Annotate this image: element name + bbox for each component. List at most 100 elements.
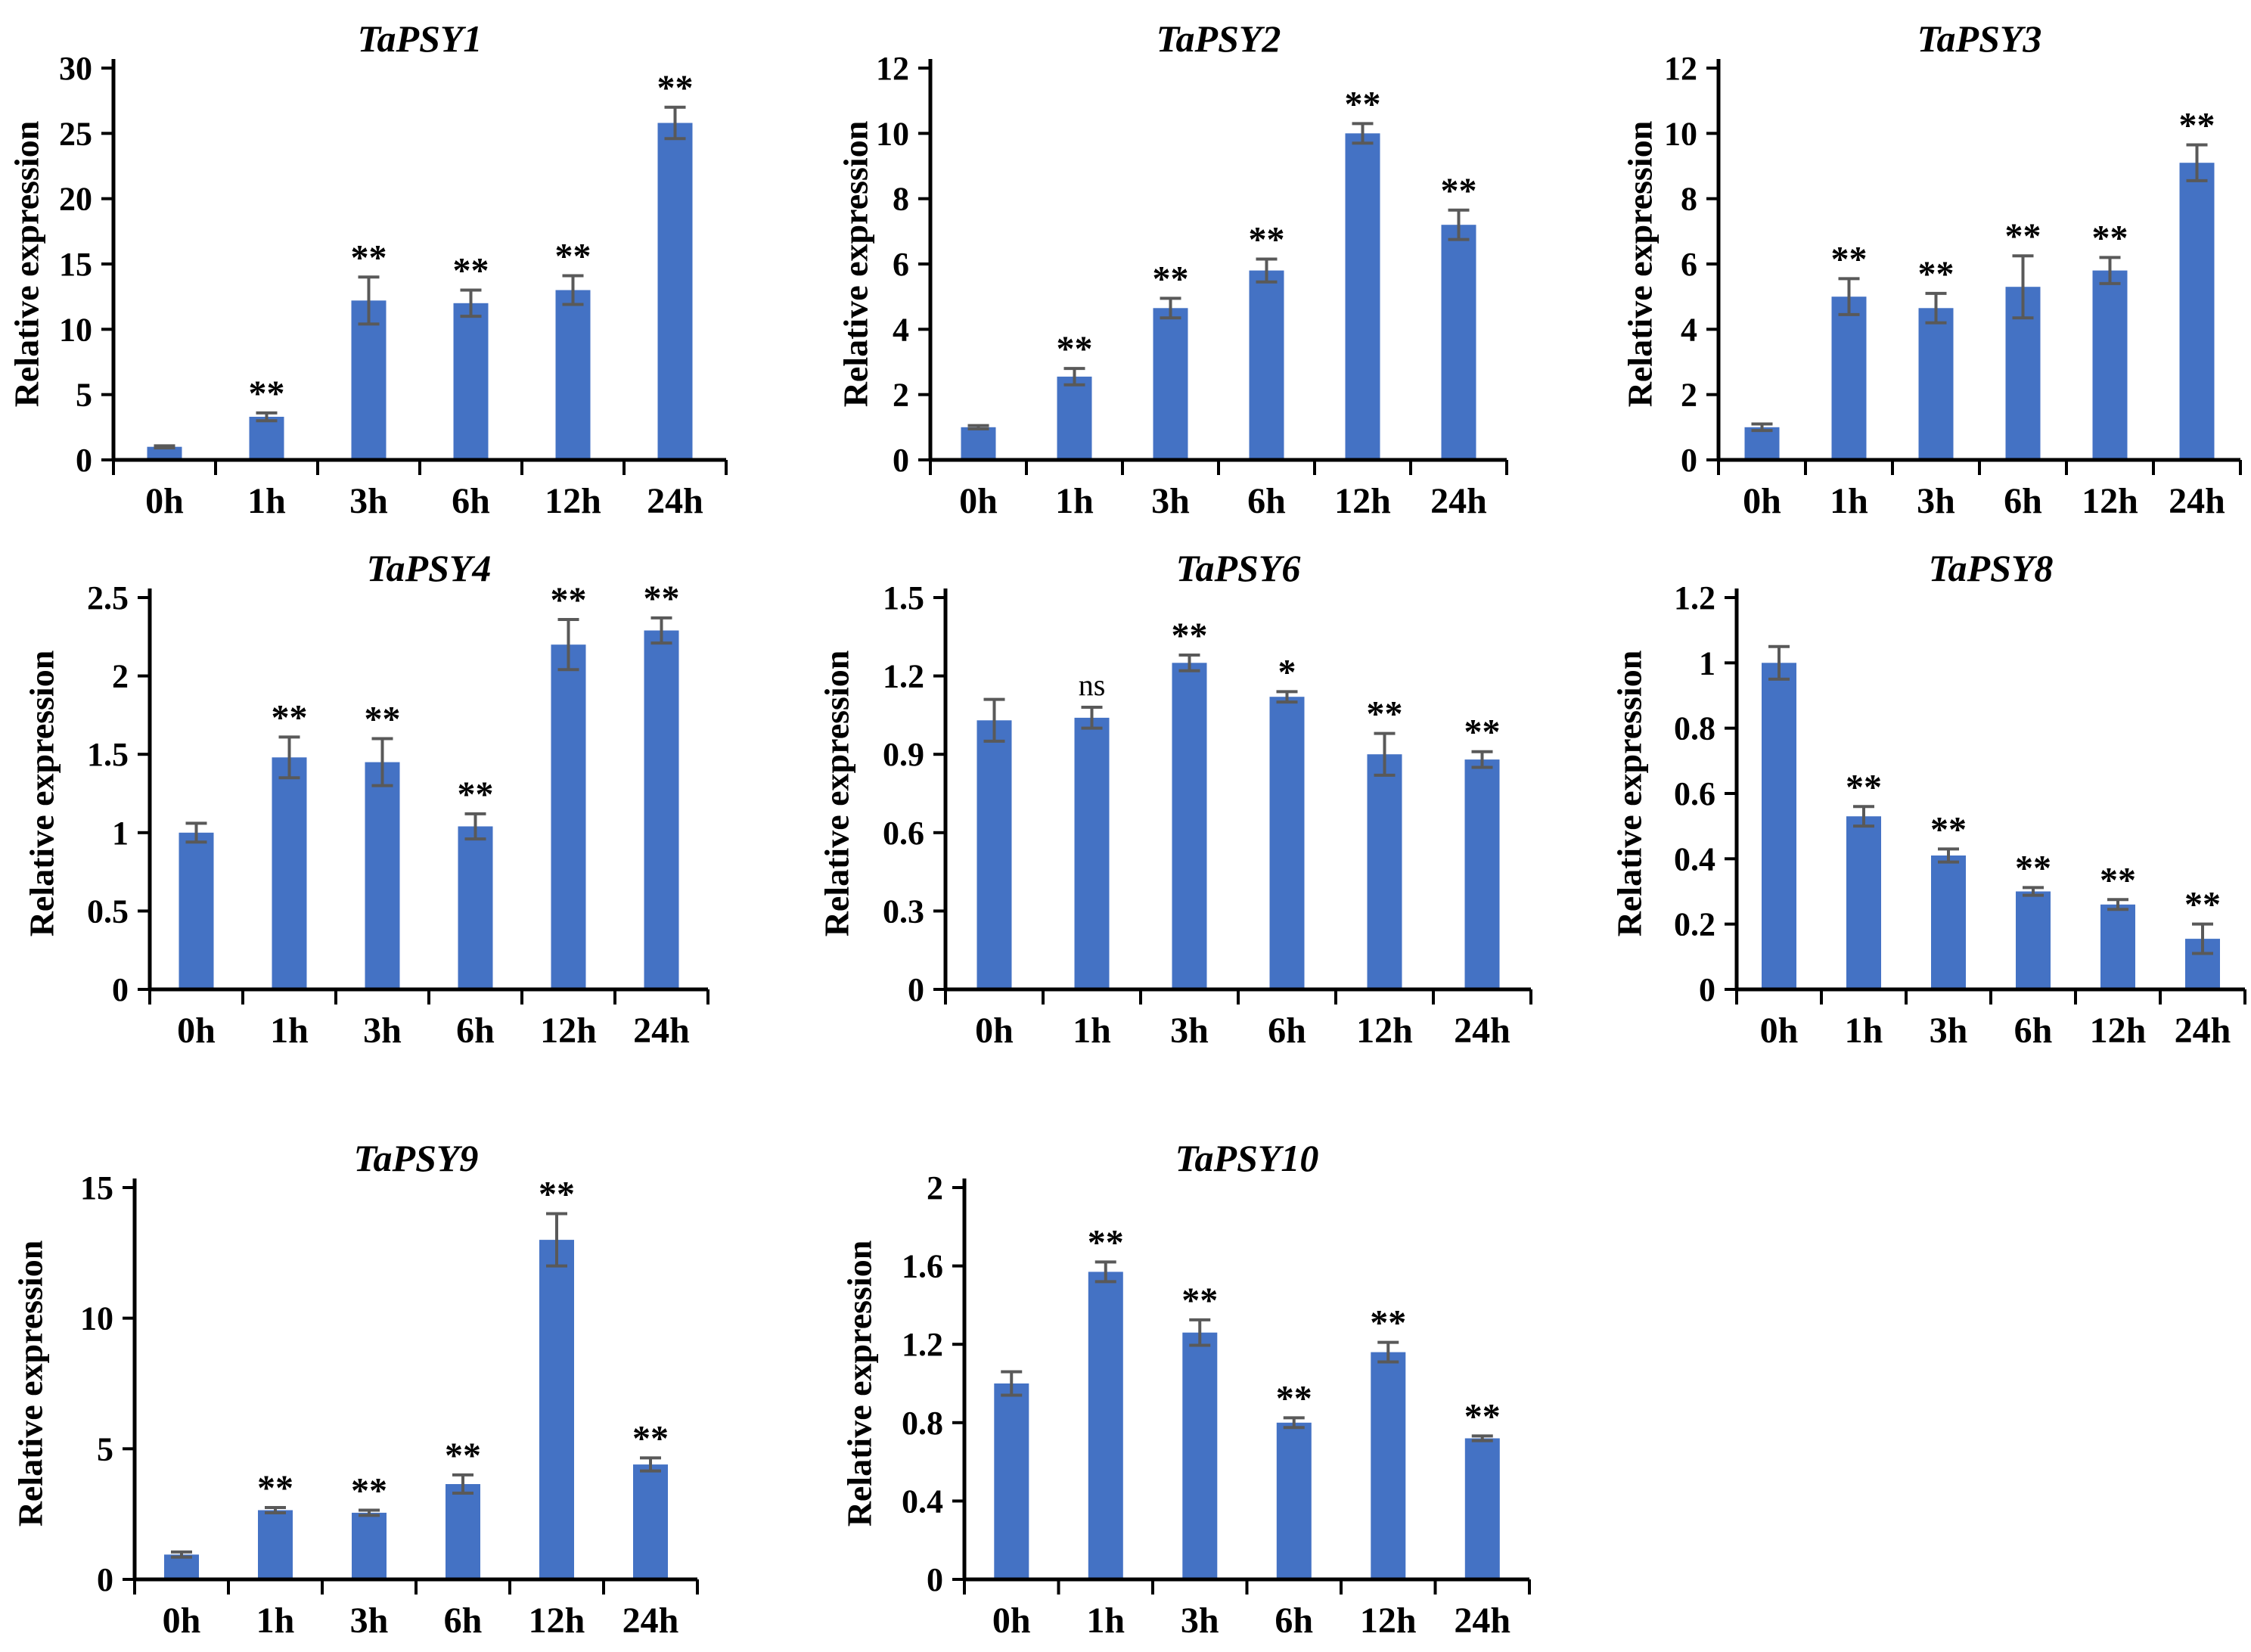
y-tick-label: 0.4 <box>1674 840 1715 877</box>
x-category-label: 1h <box>270 1011 309 1051</box>
x-category-label: 6h <box>2014 1011 2053 1051</box>
bar-1h <box>249 417 284 460</box>
bar-3h <box>1172 663 1207 989</box>
y-tick-label: 0.8 <box>902 1405 943 1442</box>
y-tick-label: 0 <box>908 971 924 1008</box>
x-category-label: 12h <box>529 1601 585 1641</box>
significance-label: ** <box>1441 171 1477 211</box>
bar-6h <box>458 826 493 989</box>
chart-title: TaPSY9 <box>353 1137 479 1179</box>
y-tick-label: 1.2 <box>1674 579 1715 616</box>
y-axis-title: Relative expression <box>1610 650 1649 937</box>
y-tick-label: 10 <box>80 1300 113 1337</box>
x-category-label: 12h <box>2082 481 2138 521</box>
y-tick-label: 1.5 <box>87 736 129 773</box>
significance-label: ** <box>555 237 591 277</box>
y-tick-label: 0.4 <box>902 1483 943 1520</box>
x-category-label: 1h <box>247 481 286 521</box>
significance-label: ** <box>551 580 587 620</box>
y-tick-label: 0.5 <box>87 893 129 930</box>
y-tick-label: 0.2 <box>1674 906 1715 943</box>
x-category-label: 0h <box>992 1601 1031 1641</box>
y-tick-label: 0 <box>893 442 909 479</box>
x-category-label: 12h <box>540 1011 597 1051</box>
y-tick-label: 0.9 <box>883 736 924 773</box>
y-tick-label: 1 <box>1699 644 1715 682</box>
x-category-label: 12h <box>1334 481 1391 521</box>
x-category-label: 24h <box>2169 481 2225 521</box>
y-tick-label: 10 <box>59 311 92 348</box>
bar-6h <box>446 1484 480 1579</box>
y-tick-label: 4 <box>1681 311 1697 348</box>
chart-panel-tapsy3: TaPSY3 Relative expression 0 2 4 6 8 10 12 0h 1h… <box>1501 0 2251 529</box>
y-tick-label: 0 <box>1681 442 1697 479</box>
y-tick-label: 10 <box>1664 115 1697 152</box>
x-category-label: 6h <box>2004 481 2042 521</box>
bar-chart-svg: 0 2 4 6 8 10 12 0h 1h 3h 6h 12h 24h ** ** ** ** ** <box>876 50 1508 521</box>
significance-label: ** <box>249 374 285 414</box>
significance-label: ** <box>644 579 680 619</box>
y-tick-label: 0 <box>112 971 129 1008</box>
bar-24h <box>1464 759 1500 989</box>
x-category-label: 24h <box>1454 1011 1510 1051</box>
y-tick-label: 5 <box>97 1430 113 1467</box>
bar-12h <box>1345 133 1380 461</box>
x-category-label: 6h <box>1275 1601 1313 1641</box>
y-axis-title: Relative expression <box>11 1240 50 1527</box>
x-category-label: 1h <box>1845 1011 1883 1051</box>
significance-label: ** <box>1918 254 1954 294</box>
x-category-label: 3h <box>363 1011 402 1051</box>
y-tick-label: 2 <box>1681 377 1697 414</box>
bar-3h <box>365 762 400 989</box>
y-tick-label: 1.2 <box>902 1326 943 1363</box>
bar-24h <box>644 630 679 989</box>
x-category-label: 6h <box>444 1601 483 1641</box>
significance-label: ** <box>1367 694 1403 734</box>
bar-6h <box>453 303 489 460</box>
bar-6h <box>2016 891 2051 989</box>
y-axis-title: Relative expression <box>22 650 61 937</box>
x-category-label: 0h <box>1743 481 1781 521</box>
x-category-label: 3h <box>1917 481 1955 521</box>
x-category-label: 3h <box>1181 1601 1219 1641</box>
bar-24h <box>657 123 693 460</box>
y-tick-label: 15 <box>59 246 92 283</box>
bar-6h <box>1249 270 1284 460</box>
x-category-label: 24h <box>1430 481 1487 521</box>
chart-title: TaPSY1 <box>357 17 483 60</box>
x-category-label: 3h <box>349 481 388 521</box>
chart-title: TaPSY2 <box>1156 17 1281 60</box>
bar-chart-svg: 0 0.4 0.8 1.2 1.6 2 0h 1h 3h 6h 12h 24h ** ** ** ** ** <box>902 1169 1531 1641</box>
bar-24h <box>633 1464 668 1579</box>
chart-title: TaPSY8 <box>1928 547 2054 589</box>
significance-label: ** <box>2015 848 2051 888</box>
chart-title: TaPSY10 <box>1175 1137 1319 1179</box>
x-category-label: 24h <box>623 1601 679 1641</box>
significance-label: ** <box>351 238 387 278</box>
x-category-label: 24h <box>2175 1011 2231 1051</box>
bar-chart-svg: 0 0.5 1 1.5 2 2.5 0h 1h 3h 6h 12h 24h ** ** ** ** ** <box>87 579 709 1051</box>
x-category-label: 0h <box>177 1011 216 1051</box>
bar-0h <box>1744 427 1780 460</box>
y-tick-label: 2 <box>893 377 909 414</box>
significance-label: ** <box>2092 218 2128 258</box>
y-tick-label: 15 <box>80 1169 113 1206</box>
significance-label: ** <box>1088 1222 1124 1262</box>
significance-label: ** <box>351 1470 387 1511</box>
significance-label: ** <box>1249 220 1285 260</box>
x-category-label: 0h <box>1760 1011 1799 1051</box>
significance-label: * <box>1278 652 1296 692</box>
y-tick-label: 1.2 <box>883 658 924 695</box>
y-tick-label: 20 <box>59 181 92 218</box>
chart-panel-tapsy2: TaPSY2 Relative expression 0 2 4 6 8 10 12 0h 1h… <box>750 0 1508 529</box>
x-category-label: 12h <box>2090 1011 2147 1051</box>
bar-12h <box>2100 904 2135 989</box>
x-category-label: 6h <box>456 1011 495 1051</box>
bar-1h <box>258 1510 293 1579</box>
bar-1h <box>1831 297 1867 460</box>
y-tick-label: 25 <box>59 115 92 152</box>
y-tick-label: 1.6 <box>902 1248 943 1285</box>
bar-chart-svg: 0 5 10 15 20 25 30 0h 1h 3h 6h 12h 24h ** ** ** ** ** <box>59 50 728 521</box>
x-category-label: 0h <box>959 481 998 521</box>
y-tick-label: 6 <box>1681 246 1697 283</box>
